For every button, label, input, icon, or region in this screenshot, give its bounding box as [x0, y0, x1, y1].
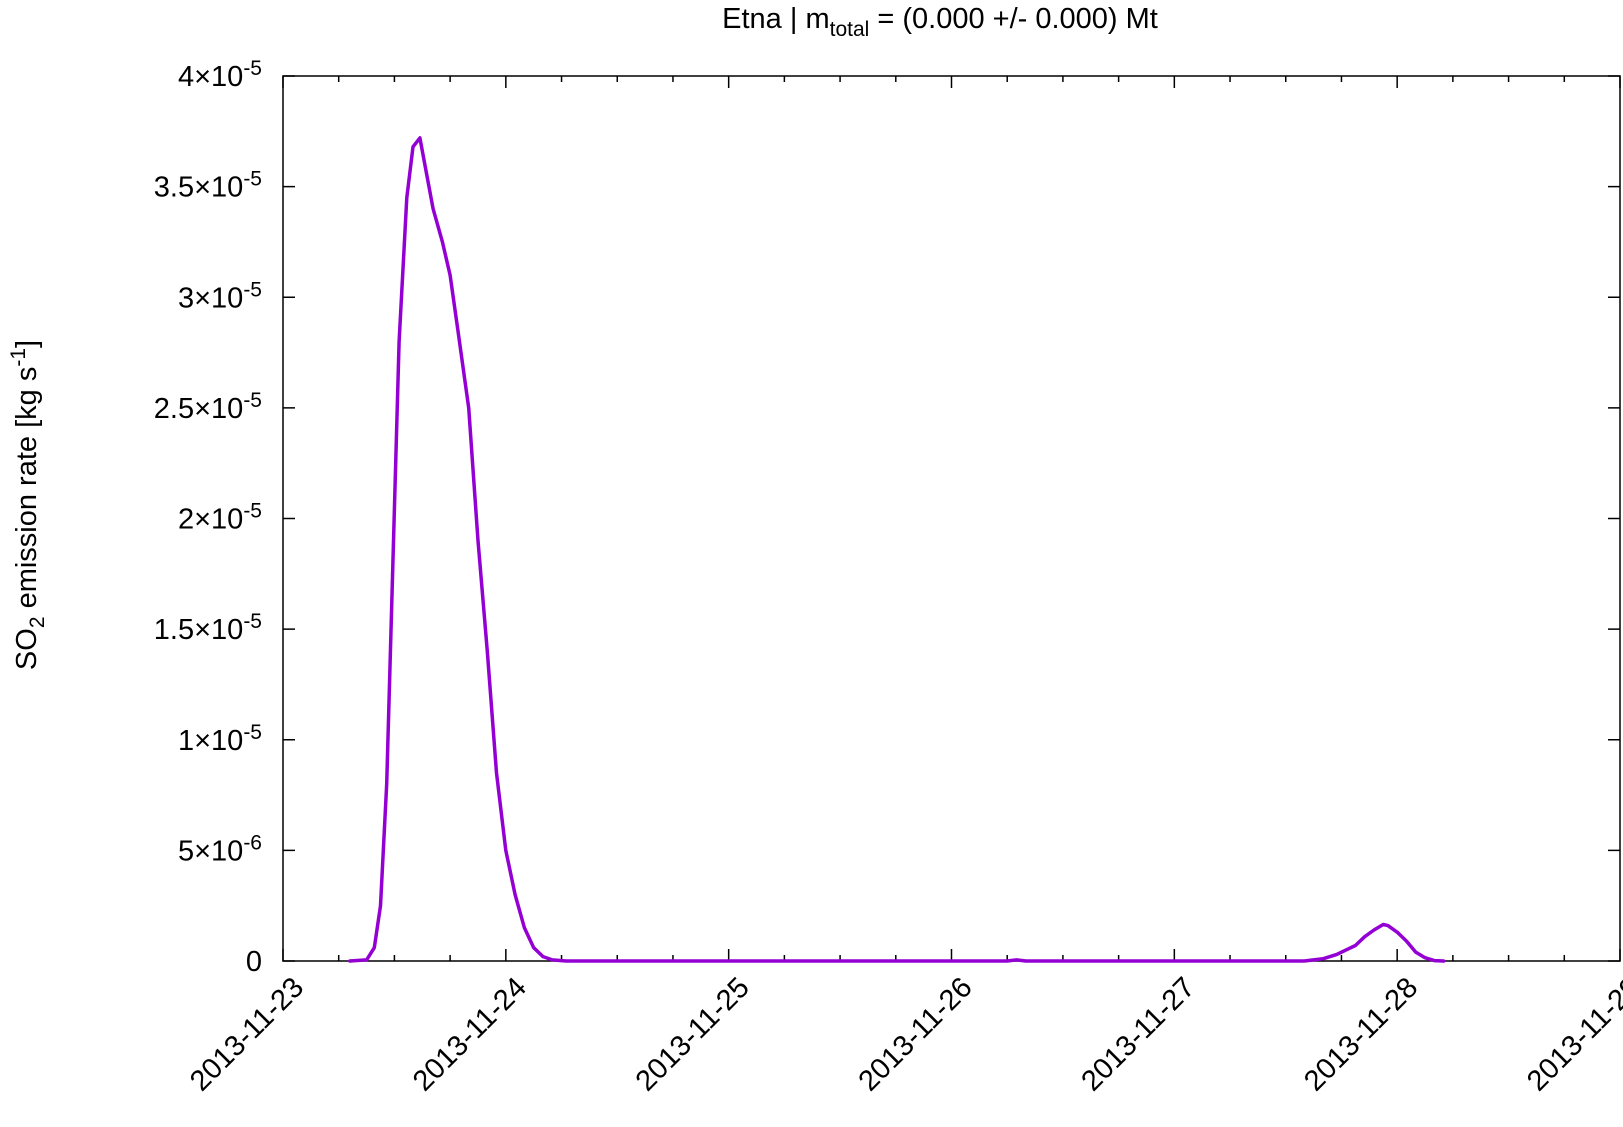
data-point	[397, 340, 401, 343]
data-point	[405, 196, 408, 199]
y-tick-exponent: -5	[243, 278, 262, 301]
data-point	[1303, 959, 1306, 963]
data-point	[379, 904, 382, 907]
x-tick-labels: 2013-11-23 2013-11-24 2013-11-25 2013-11-26…	[184, 971, 1623, 1097]
y-tick-exponent: -5	[243, 721, 262, 744]
y-tick-exponent: -6	[243, 831, 262, 854]
data-point	[1433, 959, 1436, 962]
data-point	[1382, 923, 1385, 926]
data-point	[448, 273, 452, 277]
y-tick-label: 3×10-5	[178, 278, 262, 314]
x-tick-label: 2013-11-27	[1075, 971, 1201, 1097]
emission-rate-line	[348, 136, 1446, 963]
x-tick-label: 2013-11-26	[853, 971, 979, 1097]
data-point	[565, 959, 568, 963]
y-tick-exponent: -5	[243, 168, 262, 191]
data-point	[1386, 924, 1390, 927]
data-point	[1442, 959, 1445, 963]
data-point	[385, 782, 388, 786]
data-point	[1363, 935, 1366, 938]
data-point	[373, 946, 376, 949]
data-point	[411, 145, 415, 148]
data-point	[513, 893, 517, 896]
data-point	[532, 946, 535, 949]
data-point	[391, 561, 395, 564]
y-tick-label: 4×10-5	[178, 57, 262, 93]
data-point	[441, 240, 444, 244]
chart-title: Etna | mtotal = (0.000 +/- 0.000) Mt	[722, 3, 1158, 41]
x-tick-label: 2013-11-24	[407, 971, 533, 1097]
data-point	[476, 539, 480, 542]
y-tick-label: 1×10-5	[178, 721, 262, 757]
data-point	[1015, 958, 1018, 962]
y-tick-exponent: -5	[243, 57, 262, 80]
y-tick-mantissa: 2.5×10	[154, 393, 244, 425]
y-tick-mantissa: 3×10	[178, 282, 243, 314]
y-tick-label: 2×10-5	[178, 500, 262, 536]
y-tick-mantissa: 5×10	[178, 835, 243, 867]
data-point	[486, 650, 489, 653]
x-tick-label: 2013-11-28	[1298, 971, 1424, 1097]
data-point	[425, 174, 429, 177]
y-tick-exponent: -5	[243, 389, 262, 412]
data-point	[431, 207, 435, 210]
data-point	[1006, 959, 1009, 963]
y-tick-label: 1.5×10-5	[154, 610, 262, 646]
data-point	[1321, 957, 1325, 960]
x-tick-label: 2013-11-23	[184, 971, 310, 1097]
y-tick-mantissa: 2×10	[178, 504, 243, 536]
data-point	[456, 329, 460, 332]
y-tick-exponent: -5	[243, 610, 262, 633]
x-tick-label: 2013-11-29	[1521, 971, 1623, 1097]
y-tick-mantissa: 0	[246, 946, 262, 978]
data-point	[1354, 944, 1357, 947]
y-tick-mantissa: 4×10	[178, 61, 243, 93]
y-tick-label: 3.5×10-5	[154, 168, 262, 204]
data-point	[1335, 953, 1339, 956]
data-point	[1396, 931, 1399, 934]
data-point	[365, 958, 368, 962]
data-point	[1405, 939, 1408, 943]
data-point	[1423, 956, 1427, 959]
data-point	[1024, 959, 1028, 963]
y-tick-mantissa: 1×10	[178, 725, 243, 757]
data-point	[551, 958, 554, 962]
data-point	[348, 959, 352, 963]
y-tick-label: 2.5×10-5	[154, 389, 262, 425]
plot-frame	[282, 75, 1621, 962]
data-point	[504, 849, 507, 852]
y-tick-label: 0	[246, 946, 262, 978]
y-tick-exponent: -5	[243, 500, 262, 523]
data-point	[1414, 950, 1417, 954]
data-point	[495, 771, 498, 775]
data-point	[1344, 948, 1348, 952]
y-tick-label: 5×10-6	[178, 831, 262, 867]
y-axis-label: SO2 emission rate [kg s-1]	[7, 340, 49, 670]
series-layer	[348, 136, 1446, 963]
data-point	[418, 136, 422, 140]
axis-ticks	[282, 75, 1621, 962]
y-tick-labels: 05×10-61×10-51.5×10-52×10-52.5×10-53×10-…	[154, 57, 262, 978]
data-point	[523, 926, 526, 929]
data-point	[1372, 928, 1376, 932]
x-tick-label: 2013-11-25	[630, 971, 756, 1097]
data-point	[467, 406, 470, 410]
data-point	[541, 955, 545, 958]
y-tick-mantissa: 1.5×10	[154, 614, 244, 646]
y-tick-mantissa: 3.5×10	[154, 172, 244, 204]
